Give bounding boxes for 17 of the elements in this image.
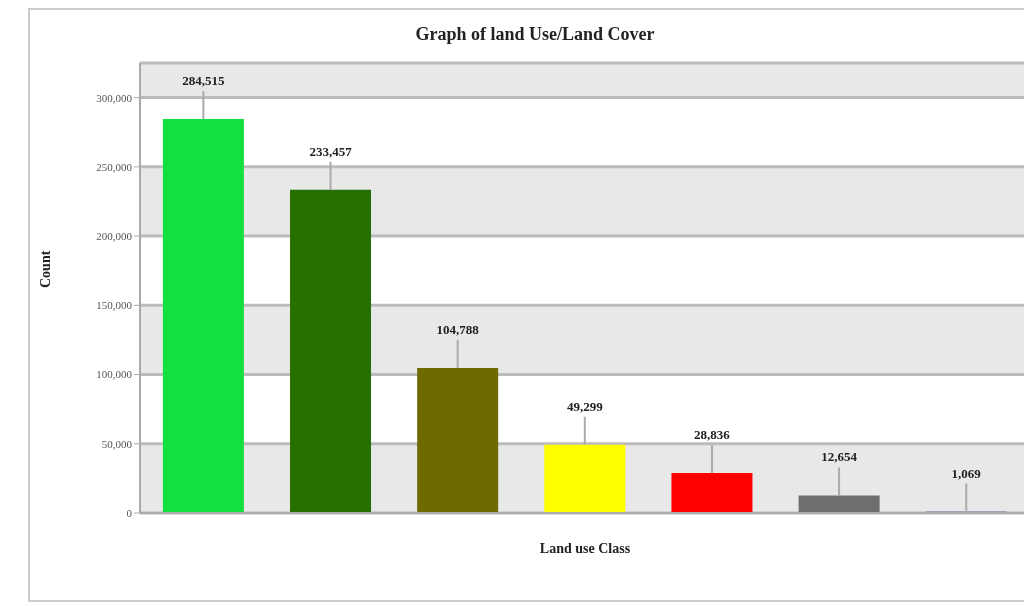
y-tick-label: 50,000	[101, 437, 133, 450]
data-label: 233,457	[309, 143, 353, 159]
chart-title: Graph of land Use/Land Cover	[414, 24, 656, 45]
data-label: 284,515	[182, 73, 226, 89]
y-axis-title: Count	[37, 250, 53, 288]
data-label: 28,836	[694, 427, 731, 443]
y-tick-label: 300,000	[96, 91, 133, 104]
data-label: 1,069	[951, 465, 982, 481]
y-tick-label: 150,000	[96, 299, 133, 312]
data-label: 104,788	[436, 321, 480, 337]
y-tick-label: 100,000	[96, 368, 133, 381]
data-label: 12,654	[821, 449, 858, 465]
data-label: 49,299	[566, 398, 604, 414]
x-axis-title: Land use Class	[539, 541, 631, 556]
y-tick-label: 0	[126, 506, 133, 519]
y-tick-label: 250,000	[96, 160, 133, 173]
y-tick-label: 200,000	[96, 229, 133, 242]
